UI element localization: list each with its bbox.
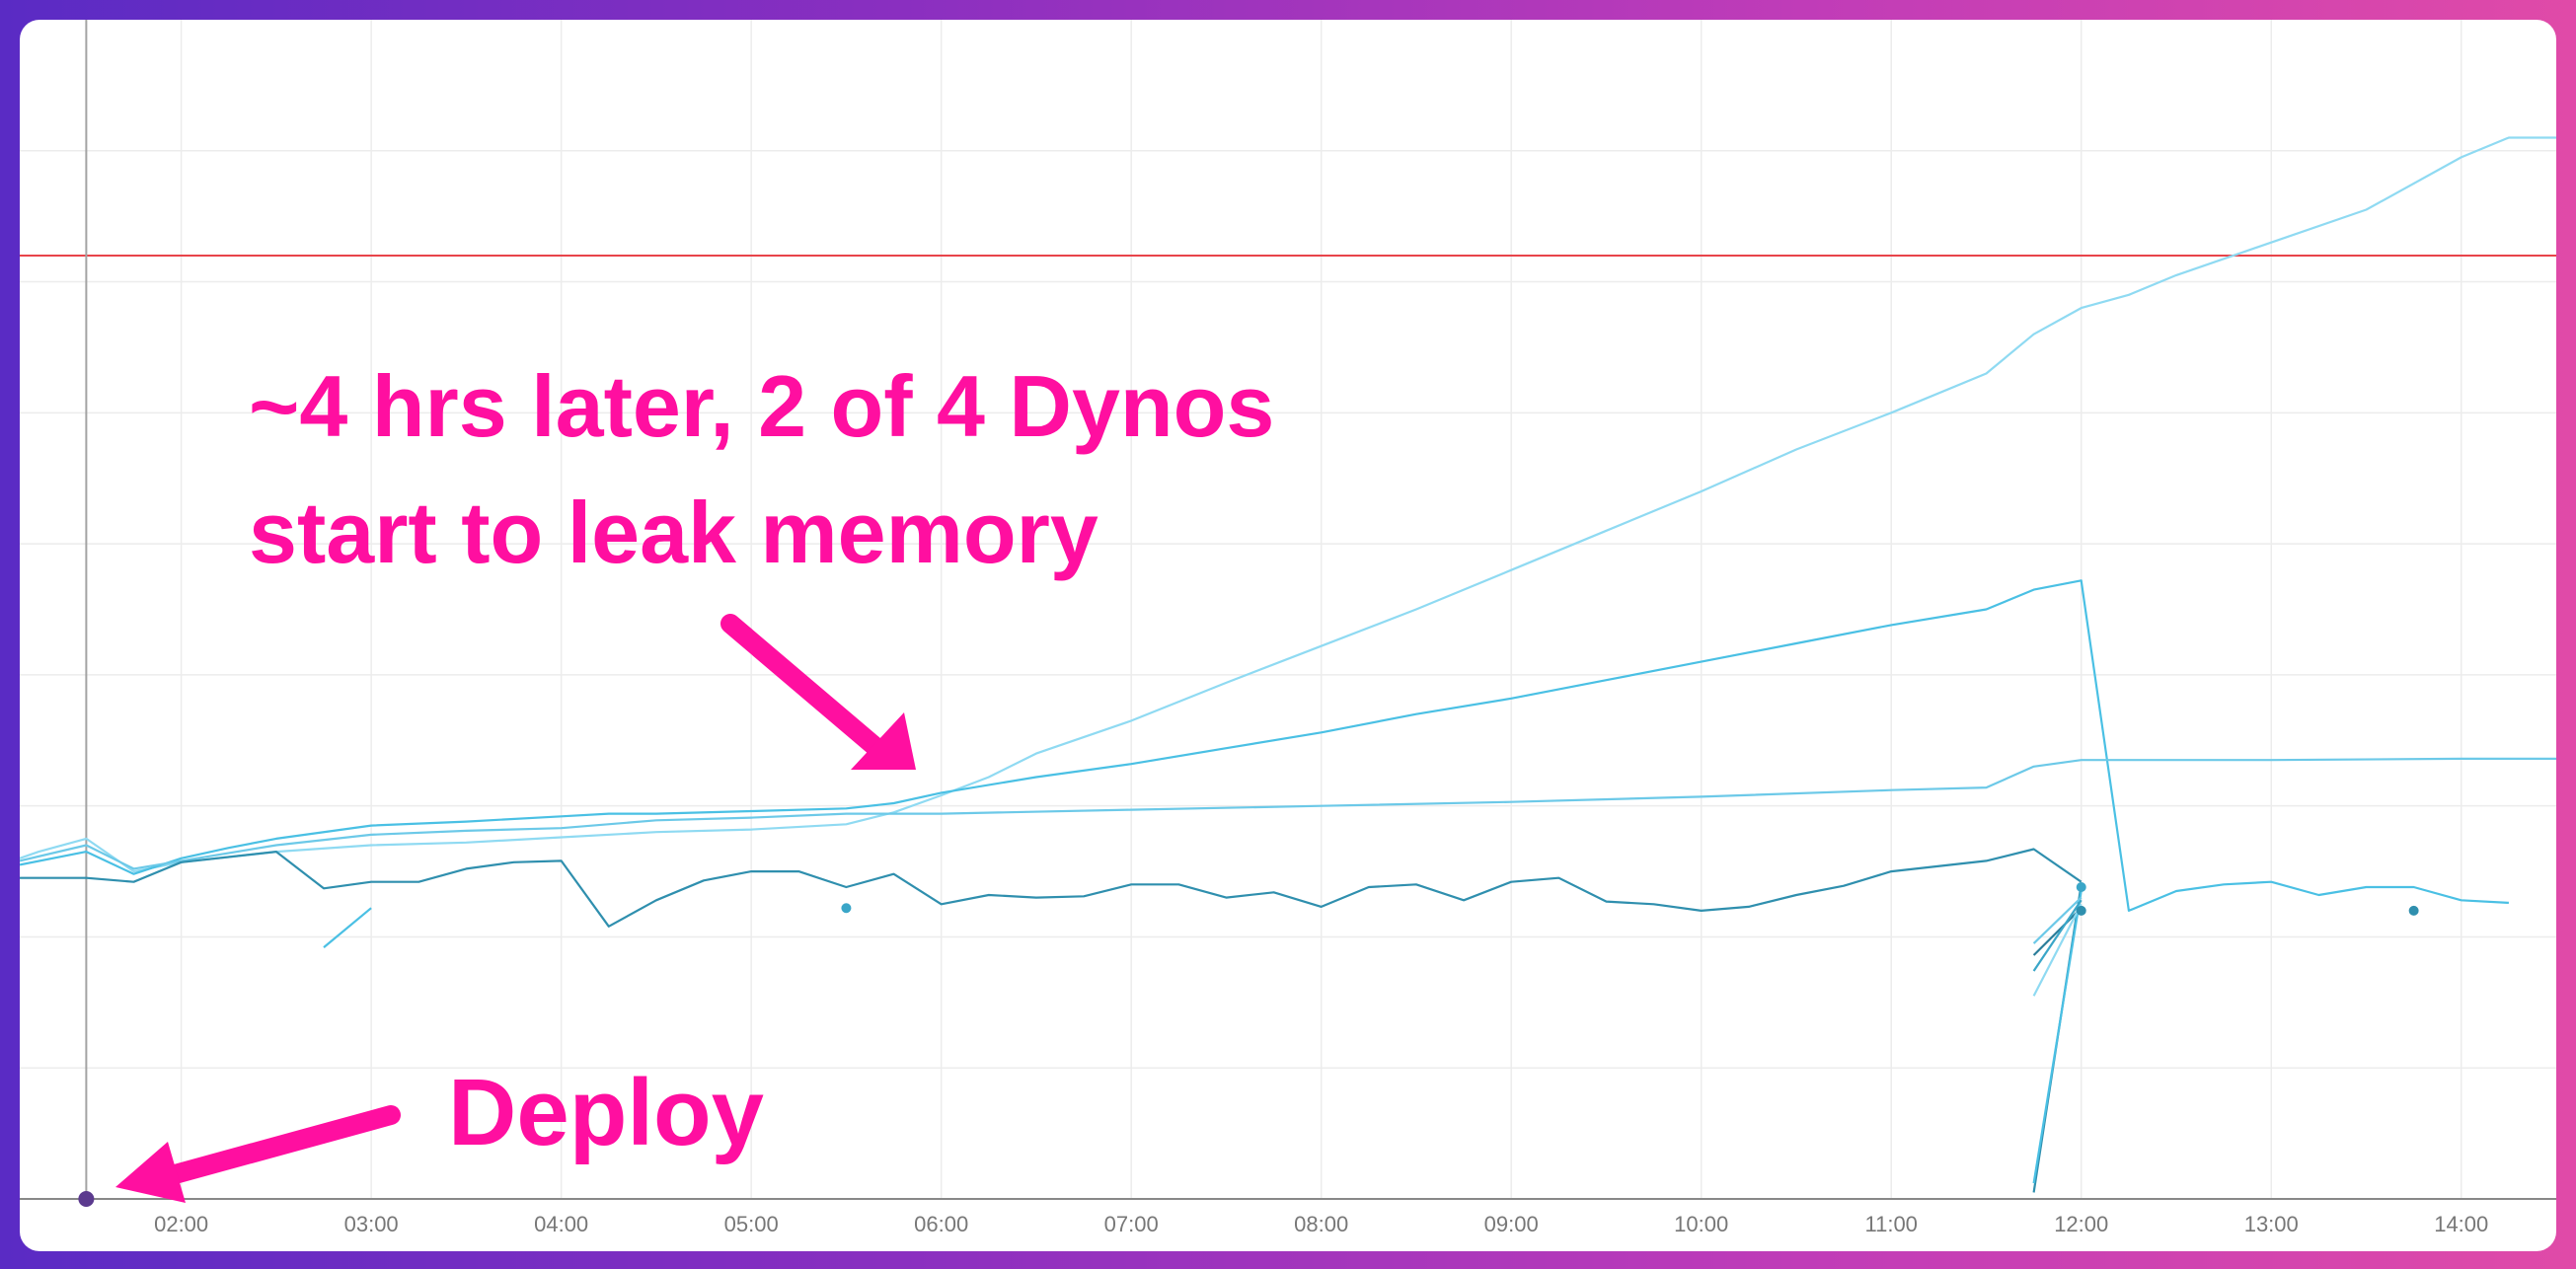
x-tick-label: 04:00 xyxy=(534,1212,588,1236)
grid xyxy=(20,20,2556,1199)
chart-card: 02:00 03:00 04:00 05:00 06:00 07:00 08:00 09:00… xyxy=(20,20,2556,1251)
series-line-9 xyxy=(2032,896,2083,944)
leak-annotation-line1: ~4 hrs later, 2 of 4 Dynos xyxy=(249,357,1274,455)
series-line-1 xyxy=(20,136,2556,873)
data-point-marker xyxy=(2076,905,2086,916)
x-tick-label: 05:00 xyxy=(724,1212,779,1236)
series-group xyxy=(20,136,2556,1193)
series-line-8 xyxy=(2032,907,2083,956)
series-line-10 xyxy=(2032,903,2083,997)
x-tick-label: 11:00 xyxy=(1865,1212,1918,1236)
series-line-7 xyxy=(2032,890,2083,1184)
markers-group xyxy=(841,881,2419,916)
x-tick-label: 06:00 xyxy=(914,1212,968,1236)
deploy-marker xyxy=(78,1191,95,1207)
data-point-marker xyxy=(841,903,852,914)
data-point-marker xyxy=(2076,881,2086,892)
deploy-arrow xyxy=(115,1105,401,1203)
x-tick-label: 13:00 xyxy=(2244,1212,2299,1236)
data-point-marker xyxy=(2408,905,2419,916)
x-tick-label: 10:00 xyxy=(1674,1212,1728,1236)
deploy-annotation: Deploy xyxy=(448,1060,764,1165)
x-tick-label: 08:00 xyxy=(1294,1212,1348,1236)
leak-arrow xyxy=(720,614,916,770)
series-line-2 xyxy=(20,579,2509,913)
series-line-11 xyxy=(2032,899,2083,972)
series-line-3 xyxy=(20,757,2556,870)
series-line-5 xyxy=(323,907,372,948)
x-tick-label: 09:00 xyxy=(1484,1212,1539,1236)
memory-chart: 02:00 03:00 04:00 05:00 06:00 07:00 08:00 09:00… xyxy=(20,20,2556,1236)
x-tick-label: 07:00 xyxy=(1104,1212,1159,1236)
series-line-4 xyxy=(20,848,2083,928)
leak-annotation-line2: start to leak memory xyxy=(249,484,1099,581)
x-tick-label: 14:00 xyxy=(2434,1212,2488,1236)
x-axis-ticks: 02:00 03:00 04:00 05:00 06:00 07:00 08:00 09:00… xyxy=(154,1212,2488,1236)
x-tick-label: 12:00 xyxy=(2054,1212,2108,1236)
x-tick-label: 03:00 xyxy=(344,1212,399,1236)
x-tick-label: 02:00 xyxy=(154,1212,208,1236)
